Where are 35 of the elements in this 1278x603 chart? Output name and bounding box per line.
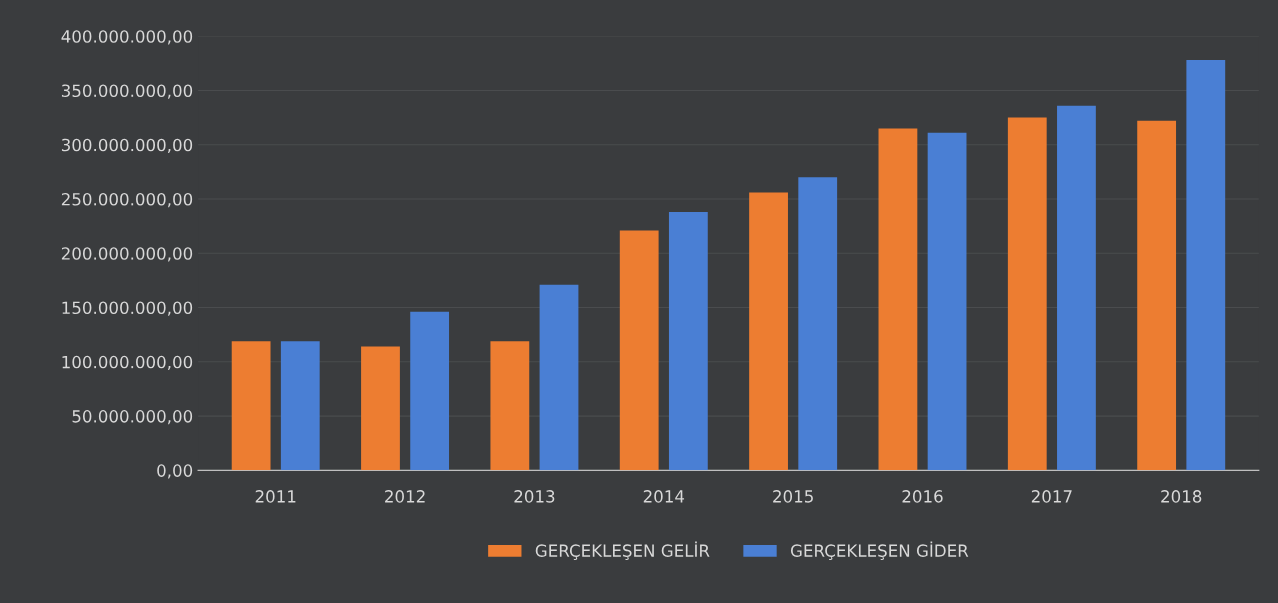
- legend-label: GERÇEKLEŞEN GİDER: [790, 541, 969, 560]
- bar: [668, 212, 708, 471]
- x-tick-label: 2014: [643, 490, 685, 503]
- bar: [361, 346, 400, 471]
- y-tick-label: 350.000.000,00: [61, 84, 193, 99]
- x-tick-label: 2013: [514, 490, 555, 503]
- bar: [539, 284, 579, 471]
- x-tick-label: 2018: [1161, 490, 1202, 503]
- x-tick-label: 2015: [773, 490, 813, 503]
- x-tick-label: 2017: [1031, 490, 1072, 503]
- bar: [1057, 105, 1096, 471]
- y-tick-label: 50.000.000,00: [72, 410, 193, 425]
- bar: [1186, 60, 1226, 471]
- y-tick-label: 250.000.000,00: [61, 192, 193, 208]
- bar: [1137, 120, 1177, 471]
- bar: [927, 132, 967, 471]
- x-tick-label: 2012: [385, 490, 425, 503]
- bar: [280, 341, 320, 471]
- bar: [878, 128, 918, 471]
- y-tick-label: 200.000.000,00: [61, 247, 193, 262]
- bar: [1007, 117, 1047, 471]
- y-tick-label: 100.000.000,00: [62, 355, 193, 371]
- y-tick-label: 0,00: [157, 464, 193, 479]
- bar: [798, 177, 838, 471]
- x-tick-label: 2016: [902, 490, 943, 503]
- y-tick-label: 150.000.000,00: [62, 301, 193, 316]
- bar: [619, 230, 659, 471]
- y-tick-label: 400.000.000,00: [61, 30, 193, 45]
- y-tick-label: 300.000.000,00: [61, 138, 193, 153]
- bar: [410, 311, 450, 471]
- bar: [490, 341, 530, 471]
- bar: [231, 341, 271, 471]
- x-tick-label: 2011: [255, 490, 296, 503]
- bar: [749, 192, 788, 471]
- legend-label: GERÇEKLEŞEN GELİR: [535, 541, 710, 560]
